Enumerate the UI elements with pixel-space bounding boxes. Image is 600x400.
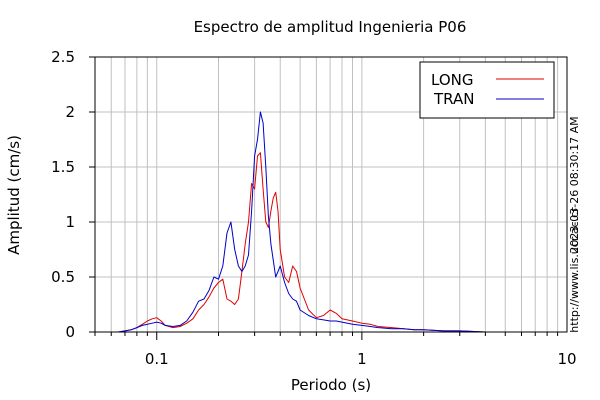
tick-labels: 0 0.5 1 1.5 2 2.5 0.1 1 10 (51, 48, 576, 368)
legend: LONG TRAN (419, 61, 555, 119)
y-tick-label: 0.5 (51, 268, 75, 286)
y-axis-label: Amplitud (cm/s) (5, 135, 23, 255)
y-tick-label: 2 (65, 103, 75, 121)
y-tick-label: 0 (65, 323, 75, 341)
axis-ticks (89, 56, 559, 340)
x-tick-label: 1 (357, 350, 367, 368)
source-url-label: http://www.lis.ucr.ac.cr (568, 207, 581, 333)
chart-title: Espectro de amplitud Ingenieria P06 (194, 18, 467, 36)
series-line-tran (118, 111, 567, 333)
legend-label-tran: TRAN (433, 90, 474, 108)
y-tick-label: 1.5 (51, 158, 75, 176)
legend-label-long: LONG (431, 71, 473, 89)
y-tick-label: 2.5 (51, 48, 75, 66)
x-tick-label: 0.1 (145, 350, 169, 368)
plot-frame (94, 56, 568, 333)
y-tick-label: 1 (65, 213, 75, 231)
x-tick-label: 10 (557, 350, 576, 368)
legend-box (419, 61, 555, 119)
timestamp-label: 2023-03-26 08:30:17 AM (568, 116, 581, 253)
x-axis-label: Periodo (s) (291, 376, 371, 394)
series-line-long (118, 152, 567, 333)
series-lines (118, 111, 567, 333)
